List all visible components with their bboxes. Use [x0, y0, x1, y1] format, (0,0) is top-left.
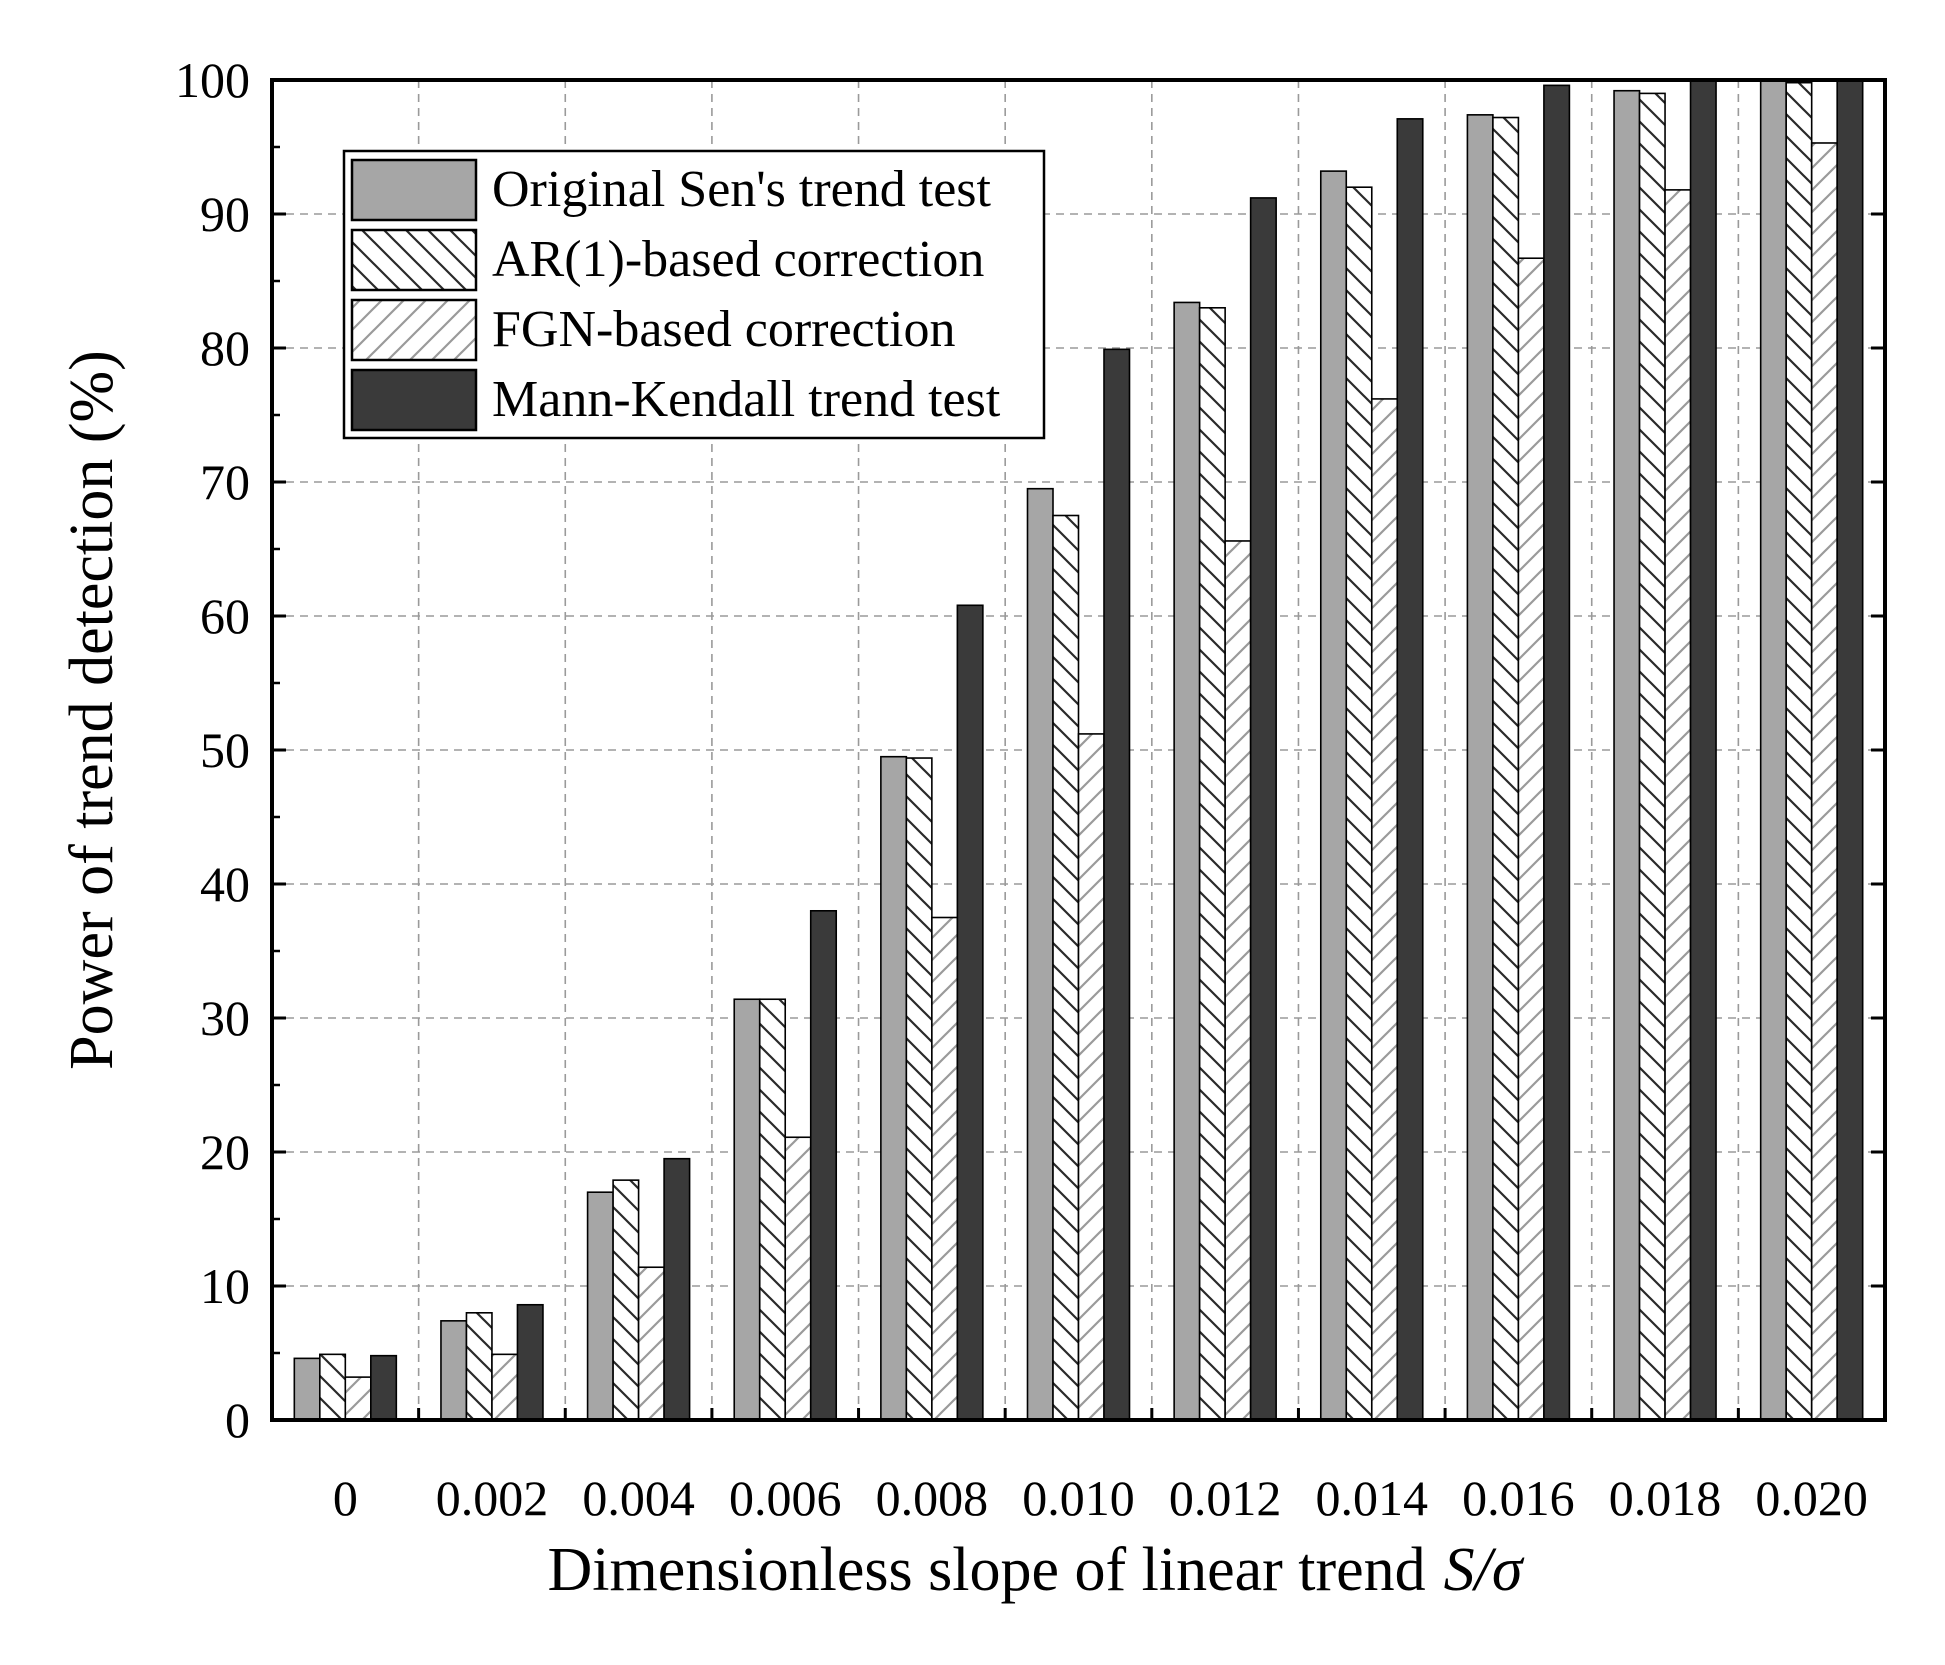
x-axis-title-symbol: S/σ: [1444, 1536, 1525, 1604]
x-axis-title-text: Dimensionless slope of linear trend: [548, 1536, 1426, 1604]
bar-solid-gray-0.012: [1173, 301, 1201, 1421]
bar-forward-diagonal-hatch-0.020: [1810, 142, 1838, 1421]
bar-forward-diagonal-hatch-0.002: [491, 1353, 519, 1421]
bar-forward-diagonal-hatch-0.016: [1517, 257, 1545, 1421]
legend-swatch: [350, 158, 478, 222]
bar-back-diagonal-hatch-0.012: [1198, 306, 1226, 1421]
y-axis: 0 10 20 30 40 50 60 70 80 90 100: [175, 52, 1885, 1448]
x-tick-label: 0.020: [1755, 1470, 1868, 1526]
bar-solid-gray-0.018: [1613, 89, 1641, 1421]
bar-solid-dark-0.002: [516, 1303, 544, 1421]
y-tick-label: 100: [175, 52, 250, 108]
bar-solid-gray-0: [293, 1357, 321, 1421]
bar-forward-diagonal-hatch-0.018: [1664, 189, 1692, 1421]
x-tick-label: 0: [333, 1470, 358, 1526]
bar-back-diagonal-hatch-0.008: [905, 757, 933, 1421]
bar-back-diagonal-hatch-0.016: [1492, 116, 1520, 1421]
bar-back-diagonal-hatch-0.006: [758, 998, 787, 1421]
bar-back-diagonal-hatch-0.010: [1052, 514, 1080, 1421]
bar-forward-diagonal-hatch-0.008: [931, 916, 959, 1421]
bar-solid-dark-0.012: [1249, 197, 1277, 1421]
legend-label: Original Sen's trend test: [492, 161, 992, 218]
x-tick-label: 0.018: [1609, 1470, 1722, 1526]
x-axis: 0 0.002 0.004 0.006 0.008 0.010 0.012 0.014 0.01…: [270, 1408, 1887, 1526]
legend-label: Mann-Kendall trend test: [492, 371, 1001, 428]
bar-forward-diagonal-hatch-0: [344, 1376, 372, 1421]
bar-back-diagonal-hatch-0.014: [1345, 186, 1373, 1421]
bar-solid-dark-0.020: [1836, 79, 1864, 1421]
bar-forward-diagonal-hatch-0.006: [784, 1136, 812, 1421]
bar-solid-gray-0.008: [880, 755, 908, 1421]
y-tick-label: 70: [200, 454, 250, 510]
bar-solid-gray-0.006: [733, 998, 761, 1421]
bar-solid-gray-0.004: [586, 1191, 614, 1421]
legend: Original Sen's trend test AR(1)-based cor…: [342, 149, 1046, 440]
bar-solid-dark-0.018: [1689, 79, 1717, 1421]
legend-label: AR(1)-based correction: [492, 231, 984, 288]
y-tick-label: 40: [200, 856, 250, 912]
legend-swatch: [350, 298, 478, 362]
x-tick-label: 0.004: [582, 1470, 695, 1526]
y-tick-label: 20: [200, 1124, 250, 1180]
bar-solid-dark-0.016: [1543, 84, 1571, 1421]
y-tick-label: 50: [200, 722, 250, 778]
bar-solid-dark-0.010: [1103, 348, 1131, 1421]
y-tick-label: 90: [200, 186, 250, 242]
bar-solid-dark-0: [370, 1354, 398, 1421]
x-axis-title: Dimensionless slope of linear trend S/σ: [548, 1536, 1525, 1604]
bar-back-diagonal-hatch-0.002: [465, 1312, 493, 1421]
bar-back-diagonal-hatch-0.004: [612, 1179, 640, 1421]
bar-back-diagonal-hatch-0.018: [1638, 92, 1666, 1421]
y-tick-label: 10: [200, 1258, 250, 1314]
x-tick-label: 0.008: [876, 1470, 989, 1526]
y-tick-label: 30: [200, 990, 250, 1046]
y-axis-title: Power of trend detection (%): [58, 350, 126, 1070]
bar-solid-gray-0.010: [1026, 487, 1054, 1421]
bar-forward-diagonal-hatch-0.004: [637, 1266, 665, 1421]
bar-solid-dark-0.004: [663, 1157, 691, 1421]
x-tick-label: 0.016: [1462, 1470, 1575, 1526]
x-tick-label: 0.006: [729, 1470, 842, 1526]
y-tick-label: 0: [225, 1392, 250, 1448]
x-tick-label: 0.014: [1316, 1470, 1429, 1526]
bar-solid-dark-0.014: [1396, 118, 1424, 1421]
y-tick-label: 60: [200, 588, 250, 644]
bar-forward-diagonal-hatch-0.012: [1224, 540, 1252, 1421]
legend-swatch: [350, 368, 478, 432]
y-tick-label: 80: [200, 320, 250, 376]
bar-back-diagonal-hatch-0: [319, 1353, 347, 1421]
x-tick-label: 0.010: [1022, 1470, 1135, 1526]
bar-solid-gray-0.002: [440, 1320, 468, 1421]
bar-solid-dark-0.008: [956, 604, 984, 1421]
bar-solid-dark-0.006: [809, 909, 838, 1421]
bar-forward-diagonal-hatch-0.010: [1077, 733, 1105, 1421]
bar-solid-gray-0.016: [1466, 114, 1494, 1421]
bar-back-diagonal-hatch-0.020: [1785, 81, 1813, 1421]
legend-swatch: [350, 228, 478, 292]
x-tick-label: 0.012: [1169, 1470, 1282, 1526]
bars: [293, 79, 1864, 1421]
bar-solid-gray-0.020: [1759, 79, 1787, 1421]
x-tick-label: 0.002: [436, 1470, 549, 1526]
legend-label: FGN-based correction: [492, 301, 956, 358]
bar-solid-gray-0.014: [1319, 170, 1348, 1421]
bar-forward-diagonal-hatch-0.014: [1370, 398, 1399, 1421]
